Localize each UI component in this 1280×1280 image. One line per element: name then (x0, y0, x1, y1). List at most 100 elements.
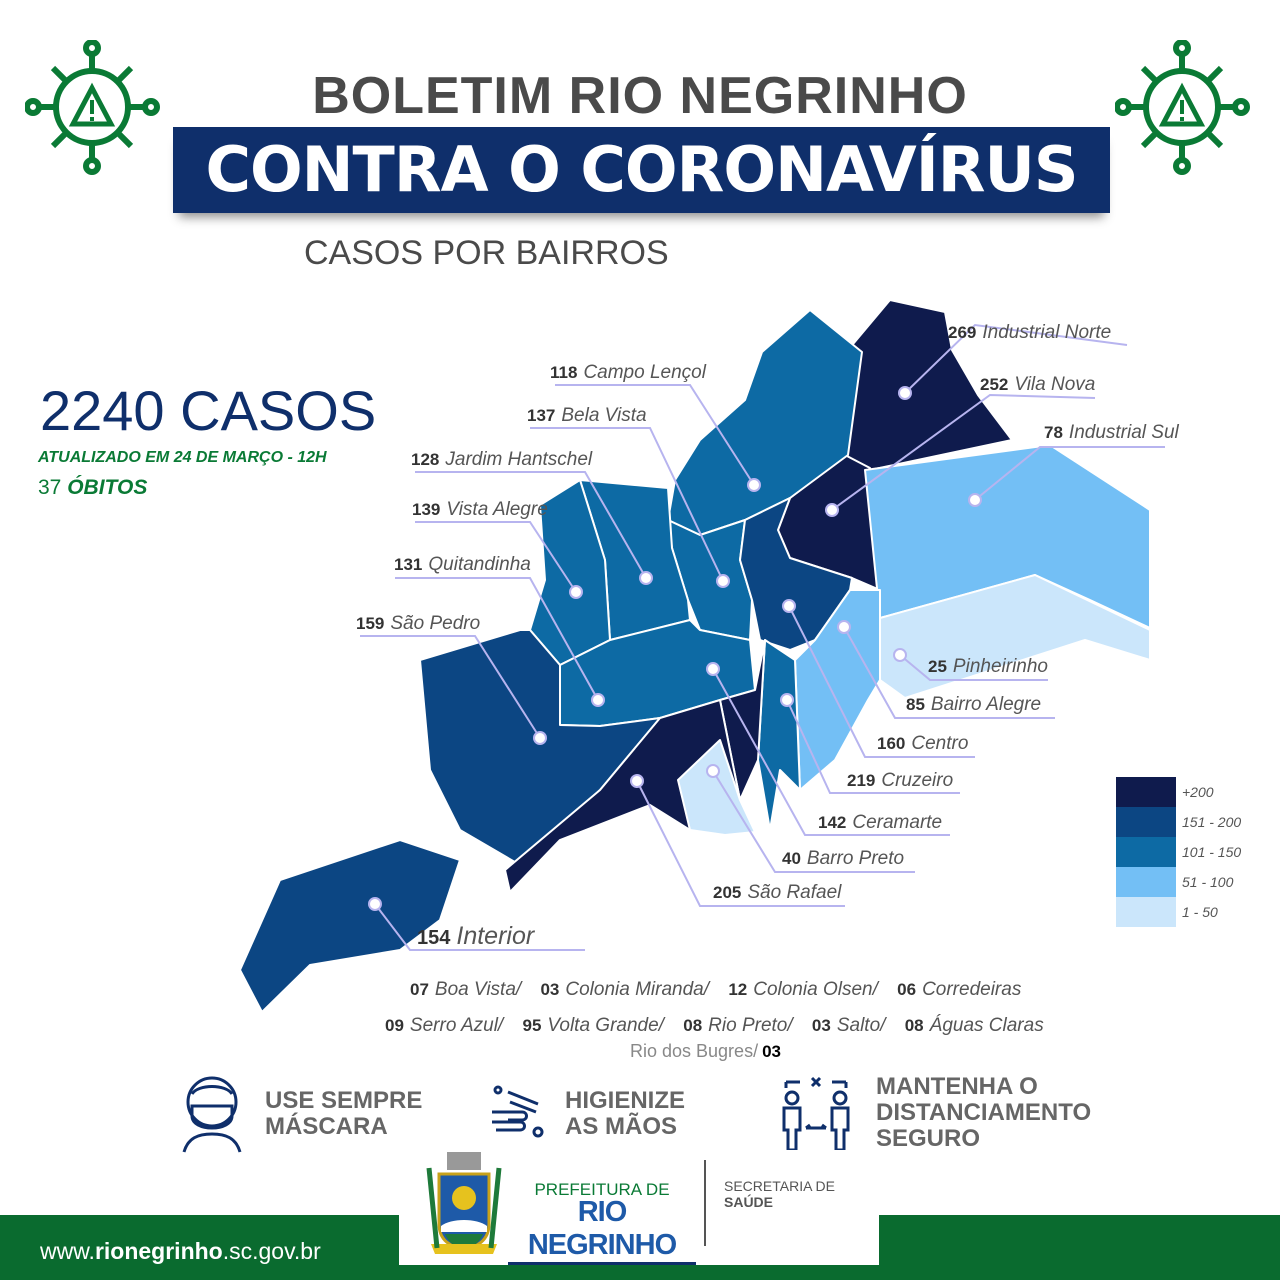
virus-warning-icon (1115, 40, 1250, 175)
text-label: 151 - 200 (1182, 814, 1242, 830)
text-label: Campo Lençol (583, 362, 706, 383)
case-count: 137 (527, 406, 556, 425)
text-label: SECRETARIA DE (724, 1178, 835, 1194)
case-count: 252 (980, 375, 1009, 394)
text-label: Rio dos Bugres/ (630, 1041, 759, 1061)
updated-date: ATUALIZADO EM 24 DE MARÇO - 12H (38, 449, 327, 466)
text-label: Cruzeiro (881, 770, 954, 791)
text-label: Industrial Norte (982, 322, 1112, 343)
text-label: Águas Claras (929, 1015, 1044, 1036)
case-count: 154 (417, 927, 451, 949)
label-jardim-hantschel: 128 Jardim Hantschel (411, 449, 592, 471)
logo-line2: RIO NEGRINHO (508, 1196, 696, 1265)
case-count: 205 (713, 883, 742, 902)
case-count: 12 (728, 980, 748, 999)
case-count: 40 (782, 849, 801, 868)
case-count: 09 (385, 1016, 404, 1035)
text-label: Vila Nova (1014, 374, 1096, 395)
label-bela-vista: 137 Bela Vista (527, 405, 647, 427)
department-name: SECRETARIA DE SAÚDE (724, 1178, 835, 1210)
case-count: 03 (811, 1016, 831, 1035)
deaths-label: ÓBITOS (67, 476, 148, 499)
legend-item: +200 (1116, 777, 1241, 807)
case-count: 08 (683, 1016, 703, 1035)
text-label: Boa Vista/ (434, 979, 522, 1000)
text-label: .sc.gov.br (222, 1238, 321, 1264)
text-label: Volta Grande/ (547, 1015, 664, 1036)
text-label: MANTENHA O (876, 1073, 1038, 1100)
case-count: rionegrinho (94, 1238, 223, 1264)
legend-item: 101 - 150 (1116, 837, 1241, 867)
legend-item: 51 - 100 (1116, 867, 1241, 897)
logo-divider (704, 1160, 706, 1246)
case-count: 08 (904, 1016, 924, 1035)
label-bairro-alegre: 85 Bairro Alegre (906, 694, 1041, 716)
label-industrial-norte: 269 Industrial Norte (948, 322, 1111, 344)
legend-swatch (1116, 837, 1176, 867)
text-label: 101 - 150 (1182, 844, 1242, 860)
label-cruzeiro: 219 Cruzeiro (847, 770, 953, 792)
case-count: 269 (948, 323, 977, 342)
label-vista-alegre: 139 Vista Alegre (412, 499, 548, 521)
label-sao-rafael: 205 São Rafael (713, 882, 841, 904)
text-label: Pinheirinho (952, 656, 1048, 677)
case-count: 142 (818, 813, 847, 832)
tip-distance: MANTENHA O DISTANCIAMENTO SEGURO (876, 1074, 1091, 1152)
deaths: 37 ÓBITOS (38, 476, 147, 500)
case-count: 128 (411, 450, 440, 469)
website-link[interactable]: www.rionegrinho.sc.gov.br (40, 1238, 321, 1265)
text-label: Jardim Hantschel (445, 449, 593, 470)
case-count: 131 (394, 555, 423, 574)
text-label: SAÚDE (724, 1194, 774, 1210)
label-sao-pedro: 159 São Pedro (356, 613, 480, 635)
text-label: São Rafael (747, 882, 842, 903)
text-label: Quitandinha (428, 554, 531, 575)
tip-hands: HIGIENIZE AS MÃOS (565, 1088, 685, 1140)
region-pinheirinho (879, 574, 1151, 699)
text-label: Interior (456, 922, 535, 950)
text-label: DISTANCIAMENTO (876, 1099, 1092, 1126)
text-label: AS MÃOS (565, 1113, 678, 1140)
mask-icon (182, 1076, 242, 1153)
tip-mask: USE SEMPRE MÁSCARA (265, 1088, 422, 1140)
case-count: 06 (897, 980, 917, 999)
region-interior (239, 839, 461, 1013)
text-label: Bela Vista (561, 405, 647, 426)
case-count: 159 (356, 614, 385, 633)
social-distance-icon (782, 1076, 850, 1152)
interior-breakdown-row-1: 07 Boa Vista/ 03 Colonia Miranda/ 12 Coloni… (410, 979, 1035, 1001)
text-label: 1 - 50 (1182, 904, 1218, 920)
case-count: 139 (412, 500, 441, 519)
label-campo-lencol: 118 Campo Lençol (550, 362, 706, 384)
logo-line1: PREFEITURA DE (534, 1180, 670, 1199)
hand-wash-icon (492, 1085, 544, 1138)
legend-item: 1 - 50 (1116, 897, 1241, 927)
label-quitandinha: 131 Quitandinha (394, 554, 531, 576)
text-label: Industrial Sul (1068, 422, 1179, 443)
text-label: Salto/ (836, 1015, 886, 1036)
legend-swatch (1116, 867, 1176, 897)
label-ceramarte: 142 Ceramarte (818, 812, 942, 834)
text-label: São Pedro (390, 613, 481, 634)
legend-swatch (1116, 807, 1176, 837)
banner-text: CONTRA O CORONAVÍRUS (205, 133, 1078, 206)
region-sao-rafael (504, 699, 741, 893)
text-label: +200 (1182, 784, 1214, 800)
text-label: SEGURO (876, 1125, 981, 1152)
text-label: Vista Alegre (446, 499, 548, 520)
label-centro: 160 Centro (877, 733, 968, 755)
text-label: USE SEMPRE (265, 1087, 423, 1114)
map-legend: +200 151 - 200 101 - 150 51 - 100 1 - 50 (1116, 777, 1241, 927)
text-label: Bairro Alegre (930, 694, 1042, 715)
text-label: Corredeiras (922, 979, 1022, 1000)
case-count: 160 (877, 734, 906, 753)
case-count: 25 (928, 657, 947, 676)
case-count: 219 (847, 771, 876, 790)
interior-breakdown-row-3: Rio dos Bugres/03 (630, 1041, 787, 1062)
text-label: 51 - 100 (1182, 874, 1234, 890)
text-label: HIGIENIZE (565, 1087, 686, 1114)
text-label: Rio Preto/ (708, 1015, 793, 1036)
legend-item: 151 - 200 (1116, 807, 1241, 837)
